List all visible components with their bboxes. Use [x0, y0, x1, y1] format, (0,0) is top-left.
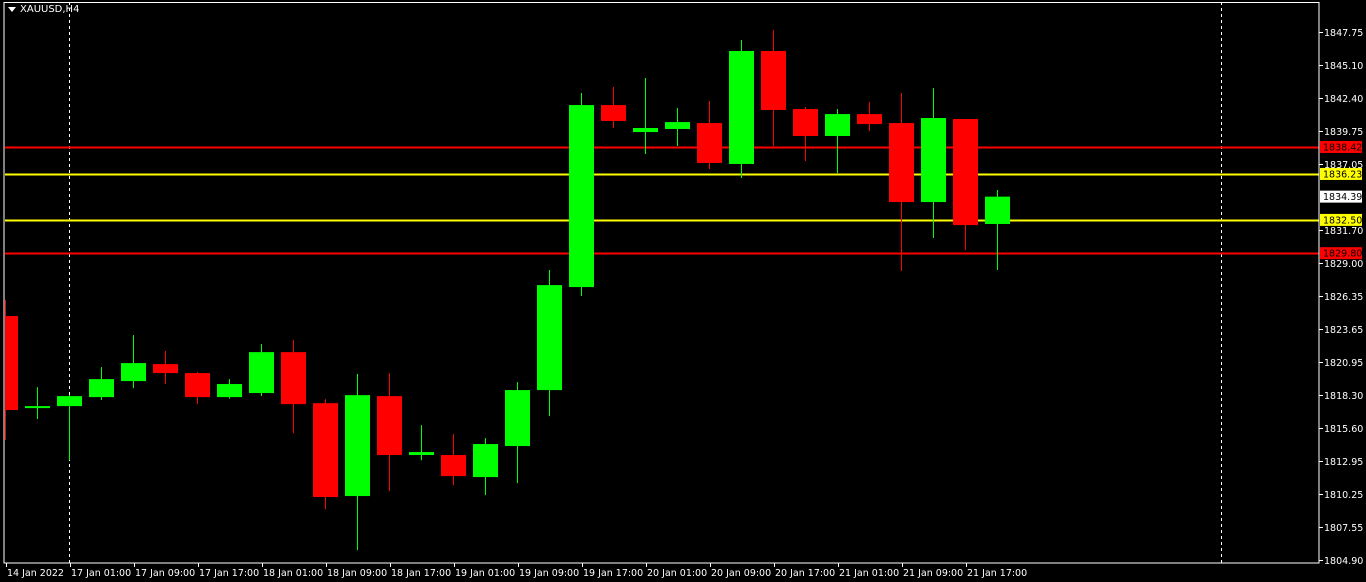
price-tick-label: 1842.40 — [1324, 94, 1363, 105]
time-tick-label: 19 Jan 01:00 — [455, 568, 515, 579]
bull-candle-body — [825, 114, 850, 136]
bear-candle-body — [793, 109, 818, 136]
bull-candle-body — [121, 363, 146, 382]
bull-candle-body — [505, 390, 530, 447]
bull-candle-body — [633, 127, 658, 133]
bear-candle-body — [153, 364, 178, 374]
chart-frame — [3, 2, 1320, 564]
triangle-down-icon[interactable] — [8, 7, 16, 12]
level-price-tag — [1320, 213, 1362, 226]
bear-candle-body — [953, 118, 978, 226]
bear-candle-body — [761, 50, 786, 110]
bear-candle-body — [441, 455, 466, 477]
price-tick-label: 1804.90 — [1324, 556, 1363, 567]
bear-candle-body — [313, 403, 338, 498]
bull-candle-body — [345, 395, 370, 497]
time-tick-label: 17 Jan 17:00 — [199, 568, 259, 579]
time-tick-label: 17 Jan 09:00 — [135, 568, 195, 579]
price-tick-label: 1831.70 — [1324, 226, 1363, 237]
price-tick-label: 1826.35 — [1324, 292, 1363, 303]
plot-area[interactable] — [0, 2, 1319, 563]
level-price-tag — [1320, 167, 1362, 180]
time-tick-label: 19 Jan 09:00 — [519, 568, 579, 579]
bear-candle-body — [601, 105, 626, 121]
chart-title[interactable]: XAUUSD,H4 — [8, 4, 79, 15]
bull-candle-body — [25, 406, 50, 409]
level-price-label: 1832.50 — [1323, 215, 1362, 226]
price-tick-label: 1845.10 — [1324, 61, 1363, 72]
bull-candle-body — [569, 105, 594, 288]
price-tick-label: 1839.75 — [1324, 127, 1363, 138]
price-tick-label: 1807.55 — [1324, 523, 1363, 534]
time-tick-label: 18 Jan 01:00 — [263, 568, 323, 579]
bear-candle-body — [281, 352, 306, 405]
level-price-label: 1836.23 — [1323, 169, 1362, 180]
symbol-timeframe-label: XAUUSD,H4 — [20, 4, 80, 15]
bull-candle-body — [537, 285, 562, 391]
time-tick-label: 20 Jan 09:00 — [711, 568, 771, 579]
bear-candle-body — [697, 123, 722, 163]
time-tick-label: 20 Jan 01:00 — [647, 568, 707, 579]
price-tick-label: 1820.95 — [1324, 358, 1363, 369]
price-tick-label: 1847.75 — [1324, 28, 1363, 39]
time-tick-label: 21 Jan 09:00 — [903, 568, 963, 579]
current-price-tag — [1320, 190, 1362, 203]
bull-candle-body — [409, 452, 434, 456]
bull-candle-body — [921, 118, 946, 203]
bear-candle-body — [889, 123, 914, 203]
level-price-label: 1838.42 — [1323, 142, 1362, 153]
price-tick-label: 1837.05 — [1324, 160, 1363, 171]
bull-candle-body — [665, 122, 690, 129]
time-tick-label: 18 Jan 17:00 — [391, 568, 451, 579]
bull-candle-body — [249, 352, 274, 394]
time-tick-label: 19 Jan 17:00 — [583, 568, 643, 579]
time-tick-label: 18 Jan 09:00 — [327, 568, 387, 579]
time-tick-label: 14 Jan 2022 — [7, 568, 64, 579]
bull-candle-body — [729, 50, 754, 164]
level-price-tag — [1320, 247, 1362, 260]
bear-candle-body — [857, 114, 882, 125]
bull-candle-body — [217, 384, 242, 398]
price-tick-label: 1812.95 — [1324, 457, 1363, 468]
time-tick-label: 20 Jan 17:00 — [775, 568, 835, 579]
time-tick-label: 17 Jan 01:00 — [71, 568, 131, 579]
current-price-label: 1834.39 — [1323, 192, 1362, 203]
bull-candle-body — [89, 379, 114, 398]
price-tick-label: 1818.30 — [1324, 391, 1363, 402]
bull-candle-body — [57, 396, 82, 407]
level-price-tag — [1320, 140, 1362, 153]
time-tick-label: 21 Jan 17:00 — [967, 568, 1027, 579]
time-tick-label: 21 Jan 01:00 — [839, 568, 899, 579]
bear-candle-body — [377, 396, 402, 456]
price-tick-label: 1815.60 — [1324, 424, 1363, 435]
price-tick-label: 1810.25 — [1324, 490, 1363, 501]
level-price-label: 1829.80 — [1323, 249, 1362, 260]
bull-candle-body — [473, 444, 498, 478]
bear-candle-body — [5, 316, 18, 411]
bull-candle-body — [985, 196, 1010, 224]
bear-candle-body — [185, 373, 210, 398]
price-tick-label: 1823.65 — [1324, 325, 1363, 336]
price-tick-label: 1829.00 — [1324, 259, 1363, 270]
